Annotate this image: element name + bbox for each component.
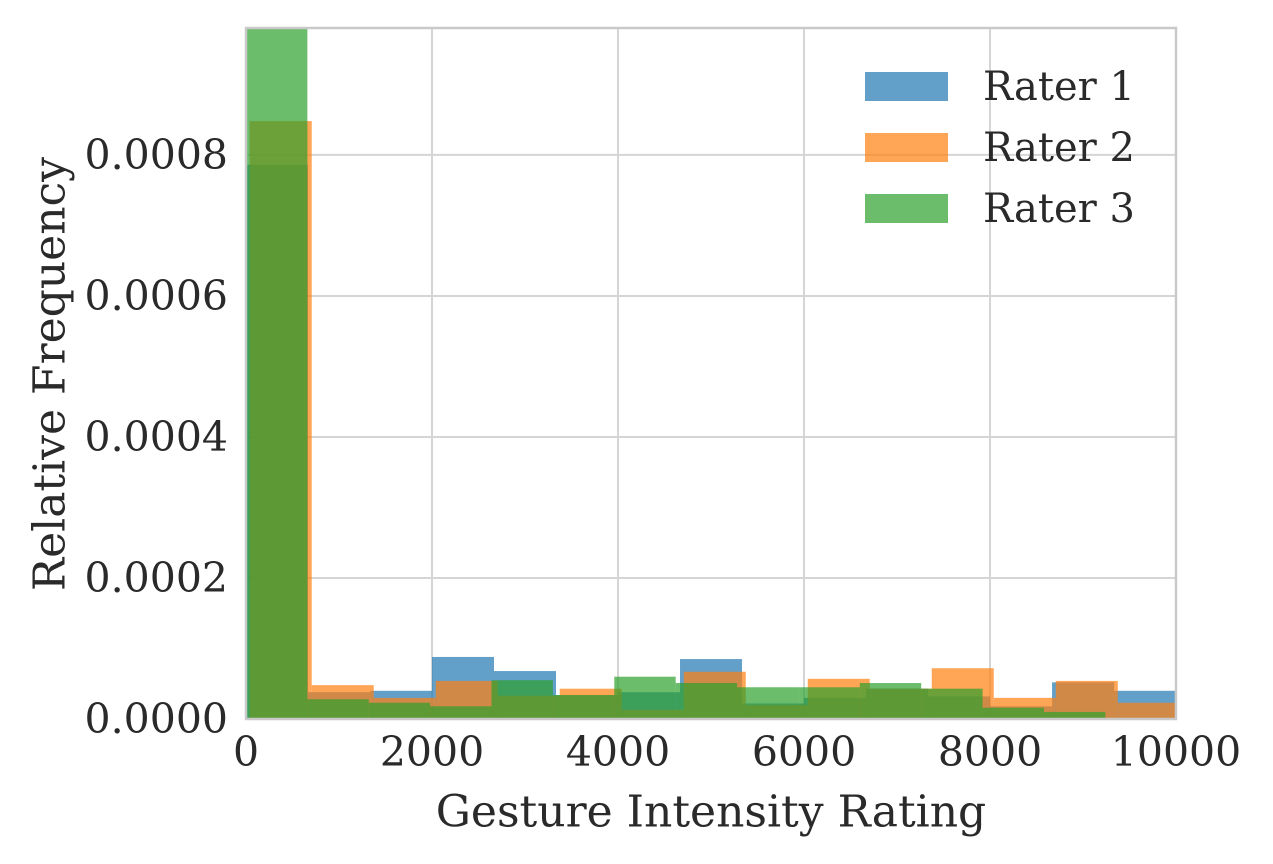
hist-bar-rater3-bin8 [675,683,738,719]
legend-item-rater-3: Rater 3 [865,178,1135,239]
hist-bar-rater3-bin12 [921,688,983,719]
y-tick-label-0.0004: 0.0004 [84,412,228,461]
x-tick-label-0: 0 [232,728,260,776]
legend-swatch-rater-3 [865,194,948,223]
hist-bar-rater3-bin1 [246,28,308,719]
hist-bar-rater3-bin2 [307,699,369,719]
legend-label-rater-2: Rater 2 [983,124,1135,171]
legend-label-rater-3: Rater 3 [983,185,1135,232]
legend: Rater 1 Rater 2 Rater 3 [865,56,1135,239]
legend-swatch-rater-1 [865,72,948,101]
x-tick-label-6000: 6000 [751,728,857,776]
hist-bar-rater3-bin11 [859,683,922,719]
hist-bar-rater3-bin13 [982,707,1044,719]
y-tick-label-0.0000: 0.0000 [84,695,228,743]
histogram-bars [246,28,1176,719]
x-tick-label-10000: 10000 [1110,728,1242,776]
axes-frame [244,26,1178,721]
x-tick-label-8000: 8000 [937,728,1043,776]
y-tick-label-0.0008: 0.0008 [84,130,228,179]
hist-bar-rater2-bin15 [1117,702,1176,719]
legend-item-rater-2: Rater 2 [865,117,1135,178]
x-tick-label-2000: 2000 [379,728,485,776]
hist-bar-rater3-bin5 [491,680,553,719]
hist-bar-rater3-bin10 [798,687,860,719]
y-tick-label-0.0006: 0.0006 [84,271,228,320]
hist-bar-rater3-bin9 [737,687,799,719]
legend-label-rater-1: Rater 1 [983,63,1135,110]
hist-bar-rater3-bin4 [430,706,492,719]
legend-item-rater-1: Rater 1 [865,56,1135,117]
y-axis-label: Relative Frequency [24,156,76,592]
legend-swatch-rater-2 [865,133,948,162]
hist-bar-rater3-bin6 [552,695,615,719]
hist-bar-rater3-bin3 [368,702,431,719]
y-tick-label-0.0002: 0.0002 [84,553,228,602]
x-axis-label: Gesture Intensity Rating [435,786,987,838]
x-tick-label-4000: 4000 [565,728,671,776]
hist-bar-rater3-bin14 [1043,711,1106,719]
hist-bar-rater3-bin7 [614,676,676,719]
